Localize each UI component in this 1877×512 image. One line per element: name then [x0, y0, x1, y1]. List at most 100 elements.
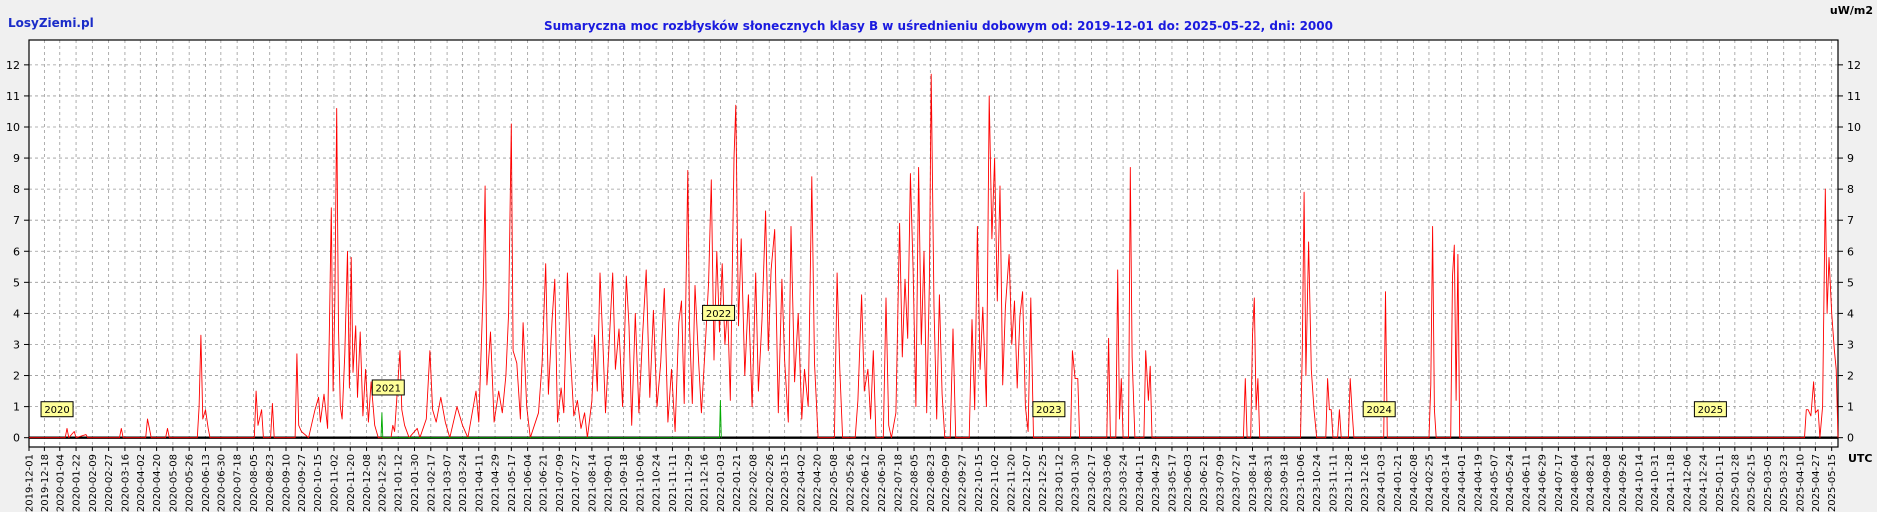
x-tick-label: 2022-12-07 [1022, 454, 1033, 512]
x-tick-label: 2025-01-11 [1715, 454, 1726, 512]
x-tick-label: 2021-09-01 [604, 454, 615, 512]
x-tick-label: 2025-01-28 [1730, 454, 1741, 512]
year-marker: 2025 [1693, 401, 1727, 418]
x-tick-label: 2023-11-11 [1329, 454, 1340, 512]
x-tick-label: 2022-10-15 [974, 454, 985, 512]
y-tick-label-right: 0 [1847, 432, 1854, 445]
x-tick-label: 2023-01-12 [1054, 454, 1065, 512]
x-tick-label: 2020-12-08 [362, 454, 373, 512]
x-tick-label: 2025-05-15 [1827, 454, 1838, 512]
x-tick-label: 2023-08-14 [1248, 454, 1259, 512]
x-tick-label: 2021-09-18 [619, 454, 630, 512]
x-tick-label: 2024-12-06 [1682, 454, 1693, 512]
x-tick-label: 2022-08-05 [910, 454, 921, 512]
x-tick-label: 2023-04-11 [1135, 454, 1146, 512]
year-marker-label: 2023 [1036, 405, 1061, 416]
series-line-0 [29, 73, 1839, 439]
x-tick-label: 2023-07-27 [1232, 454, 1243, 512]
x-tick-label: 2020-06-30 [216, 454, 227, 512]
unit-label: uW/m2 [1829, 4, 1873, 17]
x-tick-label: 2021-03-24 [458, 454, 469, 512]
x-tick-label: 2020-07-18 [233, 454, 244, 512]
x-tick-label: 2020-02-27 [104, 454, 115, 512]
year-marker: 2021 [371, 379, 405, 396]
x-tick-label: 2019-12-01 [25, 454, 36, 512]
y-tick-label-right: 6 [1847, 245, 1854, 258]
year-marker-label: 2021 [376, 383, 401, 394]
y-tick-label-right: 2 [1847, 370, 1854, 383]
y-tick-label: 0 [13, 432, 20, 445]
x-tick-label: 2023-02-17 [1087, 454, 1098, 512]
year-marker-label: 2022 [706, 309, 731, 320]
y-tick-label: 7 [13, 214, 20, 227]
x-tick-label: 2022-09-27 [958, 454, 969, 512]
x-tick-label: 2021-01-12 [394, 454, 405, 512]
year-marker: 2022 [702, 304, 736, 321]
x-tick-label: 2021-10-24 [652, 454, 663, 512]
y-tick-label-right: 7 [1847, 214, 1854, 227]
x-tick-label: 2020-08-05 [249, 454, 260, 512]
x-tick-label: 2023-04-29 [1151, 454, 1162, 512]
x-tick-label: 2024-10-31 [1650, 454, 1661, 512]
x-tick-label: 2020-11-20 [346, 454, 357, 512]
year-marker: 2023 [1032, 401, 1066, 418]
x-tick-label: 2024-06-11 [1521, 454, 1532, 512]
x-tick-label: 2023-03-24 [1119, 454, 1130, 512]
x-tick-label: 2024-03-14 [1441, 454, 1452, 512]
x-tick-label: 2024-09-08 [1602, 454, 1613, 512]
y-tick-label: 12 [6, 59, 20, 72]
x-tick-label: 2021-06-04 [523, 454, 534, 512]
x-tick-label: 2021-04-29 [491, 454, 502, 512]
x-tick-label: 2025-04-27 [1811, 454, 1822, 512]
y-tick-label: 11 [6, 90, 20, 103]
x-tick-label: 2019-12-18 [40, 454, 51, 512]
x-tick-label: 2024-04-19 [1473, 454, 1484, 512]
y-tick-label-right: 4 [1847, 307, 1854, 320]
x-tick-label: 2024-10-14 [1634, 454, 1645, 512]
year-marker-box [40, 401, 74, 418]
series-line-1 [380, 399, 722, 439]
x-tick-label: 2021-03-07 [443, 454, 454, 512]
x-tick-label: 2021-06-21 [539, 454, 550, 512]
x-tick-label: 2020-02-09 [88, 454, 99, 512]
y-tick-label: 5 [13, 276, 20, 289]
year-marker-box [1032, 401, 1066, 418]
x-tick-label: 2021-01-30 [410, 454, 421, 512]
year-marker-label: 2025 [1698, 405, 1723, 416]
x-tick-label: 2022-04-20 [813, 454, 824, 512]
year-marker: 2024 [1362, 401, 1396, 418]
x-tick-label: 2022-06-30 [877, 454, 888, 512]
x-tick-label: 2023-10-24 [1312, 454, 1323, 512]
x-tick-label: 2021-11-29 [684, 454, 695, 512]
x-tick-label: 2024-01-21 [1393, 454, 1404, 512]
x-tick-label: 2024-09-26 [1618, 454, 1629, 512]
series-layer [29, 73, 1839, 439]
x-tick-label: 2024-01-03 [1377, 454, 1388, 512]
y-tick-label: 3 [13, 338, 20, 351]
x-tick-label: 2022-11-02 [990, 454, 1001, 512]
x-tick-label: 2024-02-25 [1425, 454, 1436, 512]
x-tick-label: 2022-12-25 [1038, 454, 1049, 512]
x-tick-label: 2022-02-26 [765, 454, 776, 512]
x-tick-label: 2022-05-26 [845, 454, 856, 512]
x-tick-label: 2023-09-18 [1280, 454, 1291, 512]
x-tick-label: 2020-04-02 [136, 454, 147, 512]
x-tick-label: 2023-05-17 [1168, 454, 1179, 512]
x-tick-label: 2023-11-28 [1344, 454, 1355, 512]
y-tick-label-right: 11 [1847, 90, 1861, 103]
x-tick-label: 2025-03-05 [1763, 454, 1774, 512]
x-tick-label: 2024-07-17 [1554, 454, 1565, 512]
year-marker-box [702, 304, 736, 321]
x-tick-label: 2020-12-25 [377, 454, 388, 512]
y-tick-label: 10 [6, 121, 20, 134]
site-logo: LosyZiemi.pl [8, 16, 94, 30]
y-tick-label-right: 1 [1847, 401, 1854, 414]
x-tick-label: 2021-04-11 [474, 454, 485, 512]
x-tick-label: 2025-02-15 [1747, 454, 1758, 512]
year-markers: 2020 2021 2022 2023 2024 2025 [40, 304, 1727, 418]
x-tick-label: 2022-11-20 [1006, 454, 1017, 512]
x-tick-label: 2021-11-11 [668, 454, 679, 512]
x-tick-label: 2020-06-13 [201, 454, 212, 512]
